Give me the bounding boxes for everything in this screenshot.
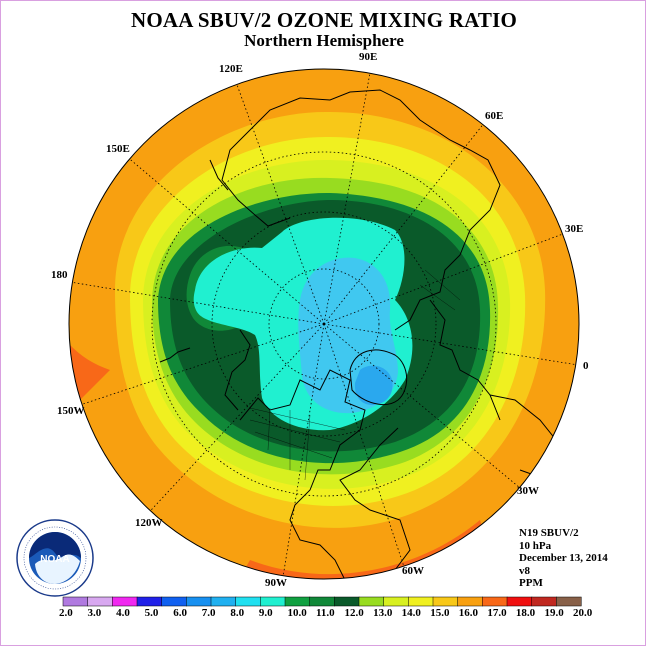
lon-label-30w: 30W [517, 485, 539, 497]
info-block: N19 SBUV/2 10 hPa December 13, 2014 v8 P… [519, 527, 608, 590]
colorbar-swatch [62, 596, 89, 607]
lon-label-0: 0 [583, 360, 589, 372]
colorbar-swatch [309, 596, 335, 607]
lon-label-120w: 120W [135, 517, 163, 529]
noaa-logo-text: NOAA [40, 554, 69, 565]
graticule [69, 69, 579, 578]
lon-label-120e: 120E [219, 63, 243, 75]
colorbar-swatch [334, 596, 360, 607]
lon-label-30e: 30E [565, 223, 584, 235]
colorbar-swatch [112, 596, 138, 607]
info-level: 10 hPa [519, 539, 552, 552]
colorbar-label: 3.0 [87, 607, 102, 619]
info-date: December 13, 2014 [519, 552, 608, 564]
colorbar-swatch [383, 596, 409, 607]
colorbar-label: 14.0 [401, 607, 421, 619]
colorbar-label: 4.0 [116, 607, 130, 619]
colorbar-label: 11.0 [316, 607, 335, 619]
lon-label-150e: 150E [106, 143, 130, 155]
ozone-band-9-core [354, 365, 393, 405]
colorbar-label: 16.0 [458, 607, 479, 619]
lon-label-180: 180 [51, 269, 68, 281]
colorbar-swatch [358, 596, 385, 607]
colorbar-swatch [457, 596, 483, 607]
colorbar-label: 20.0 [573, 607, 593, 619]
colorbar-label: 12.0 [344, 607, 364, 619]
colorbar-label: 13.0 [373, 607, 393, 619]
colorbar-swatch [432, 596, 459, 607]
coastlines [159, 89, 571, 579]
colorbar-label: 7.0 [201, 607, 216, 619]
colorbar-swatch [136, 596, 163, 607]
ozone-band-18-west [69, 300, 110, 420]
lon-label-90e: 90E [359, 51, 378, 63]
colorbar-label: 18.0 [515, 607, 536, 619]
colorbar-swatch [260, 596, 286, 607]
info-units: PPM [519, 577, 543, 589]
colorbar-swatch [482, 596, 508, 607]
lon-label-60w: 60W [402, 565, 424, 577]
globe-outline [68, 68, 580, 580]
colorbar-label: 6.0 [173, 607, 187, 619]
colorbar-label: 19.0 [544, 607, 564, 619]
colorbar-label: 10.0 [287, 607, 307, 619]
colorbar-swatch [235, 596, 261, 607]
colorbar-label: 5.0 [144, 607, 159, 619]
lon-label-150w: 150W [57, 405, 85, 417]
political-boundaries [249, 269, 461, 481]
lon-label-90w: 90W [265, 577, 287, 589]
colorbar-label: 15.0 [430, 607, 450, 619]
colorbar-swatch [284, 596, 311, 607]
lon-label-60e: 60E [485, 110, 504, 122]
colorbar-swatch [87, 596, 113, 607]
info-satellite: N19 SBUV/2 [519, 527, 579, 539]
colorbar-swatch [210, 596, 237, 607]
colorbar-label: 9.0 [258, 607, 273, 619]
colorbar-swatch [506, 596, 533, 607]
colorbar-swatch [161, 596, 187, 607]
map-subtitle: Northern Hemisphere [244, 31, 404, 50]
colorbar-label: 17.0 [487, 607, 507, 619]
colorbar-label: 8.0 [230, 607, 245, 619]
colorbar-swatch [531, 596, 557, 607]
colorbar-label: 2.0 [59, 607, 73, 619]
colorbar-swatch [408, 596, 434, 607]
map-title: NOAA SBUV/2 OZONE MIXING RATIO [131, 8, 517, 32]
info-version: v8 [519, 564, 530, 577]
colorbar-swatch [186, 596, 212, 607]
colorbar-swatch [556, 596, 582, 607]
noaa-logo: NOAA [16, 519, 94, 597]
